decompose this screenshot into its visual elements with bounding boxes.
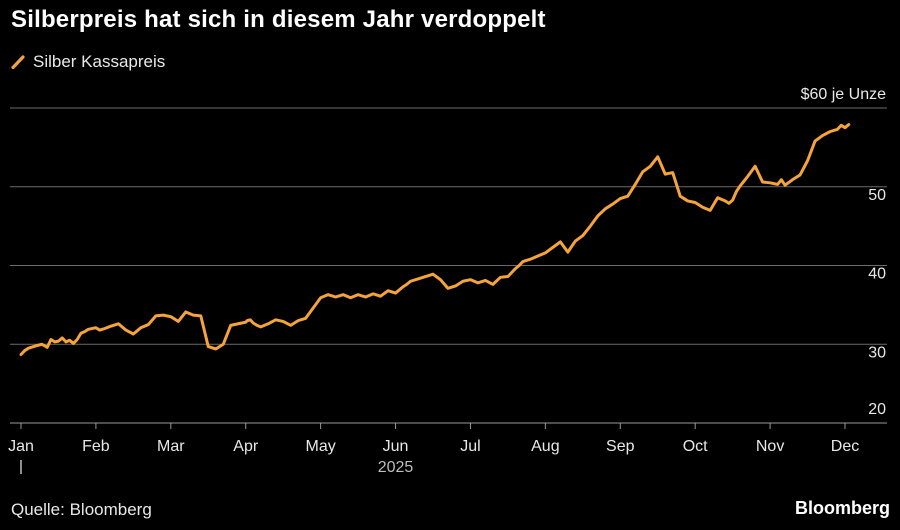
legend-swatch — [11, 55, 25, 69]
y-tick-label-30: 30 — [868, 344, 886, 361]
x-tick-label-jan: Jan — [8, 438, 34, 455]
x-tick-label-jun: Jun — [383, 438, 409, 455]
y-unit-label: $60 je Unze — [801, 86, 886, 103]
chart-title: Silberpreis hat sich in diesem Jahr verd… — [11, 6, 546, 33]
legend: Silber Kassapreis — [11, 52, 165, 72]
x-tick-label-aug: Aug — [531, 438, 559, 455]
x-tick-label-feb: Feb — [82, 438, 110, 455]
x-tick-label-sep: Sep — [606, 438, 635, 455]
x-year-label: 2025 — [378, 459, 414, 476]
bloomberg-logo: Bloomberg — [794, 498, 890, 518]
source-note: Quelle: Bloomberg — [11, 500, 152, 519]
x-tick-label-jul: Jul — [460, 438, 480, 455]
x-tick-label-dec: Dec — [831, 438, 859, 455]
y-tick-label-50: 50 — [868, 187, 886, 204]
x-tick-label-nov: Nov — [756, 438, 784, 455]
x-tick-label-may: May — [306, 438, 336, 455]
x-tick-label-mar: Mar — [157, 438, 185, 455]
legend-line-icon — [11, 55, 25, 69]
x-tick-label-apr: Apr — [233, 438, 259, 455]
series-line-0 — [19, 123, 851, 356]
legend-label: Silber Kassapreis — [33, 52, 166, 71]
x-tick-label-oct: Oct — [683, 438, 708, 455]
y-tick-label-40: 40 — [868, 266, 886, 283]
y-tick-label-20: 20 — [868, 401, 886, 418]
